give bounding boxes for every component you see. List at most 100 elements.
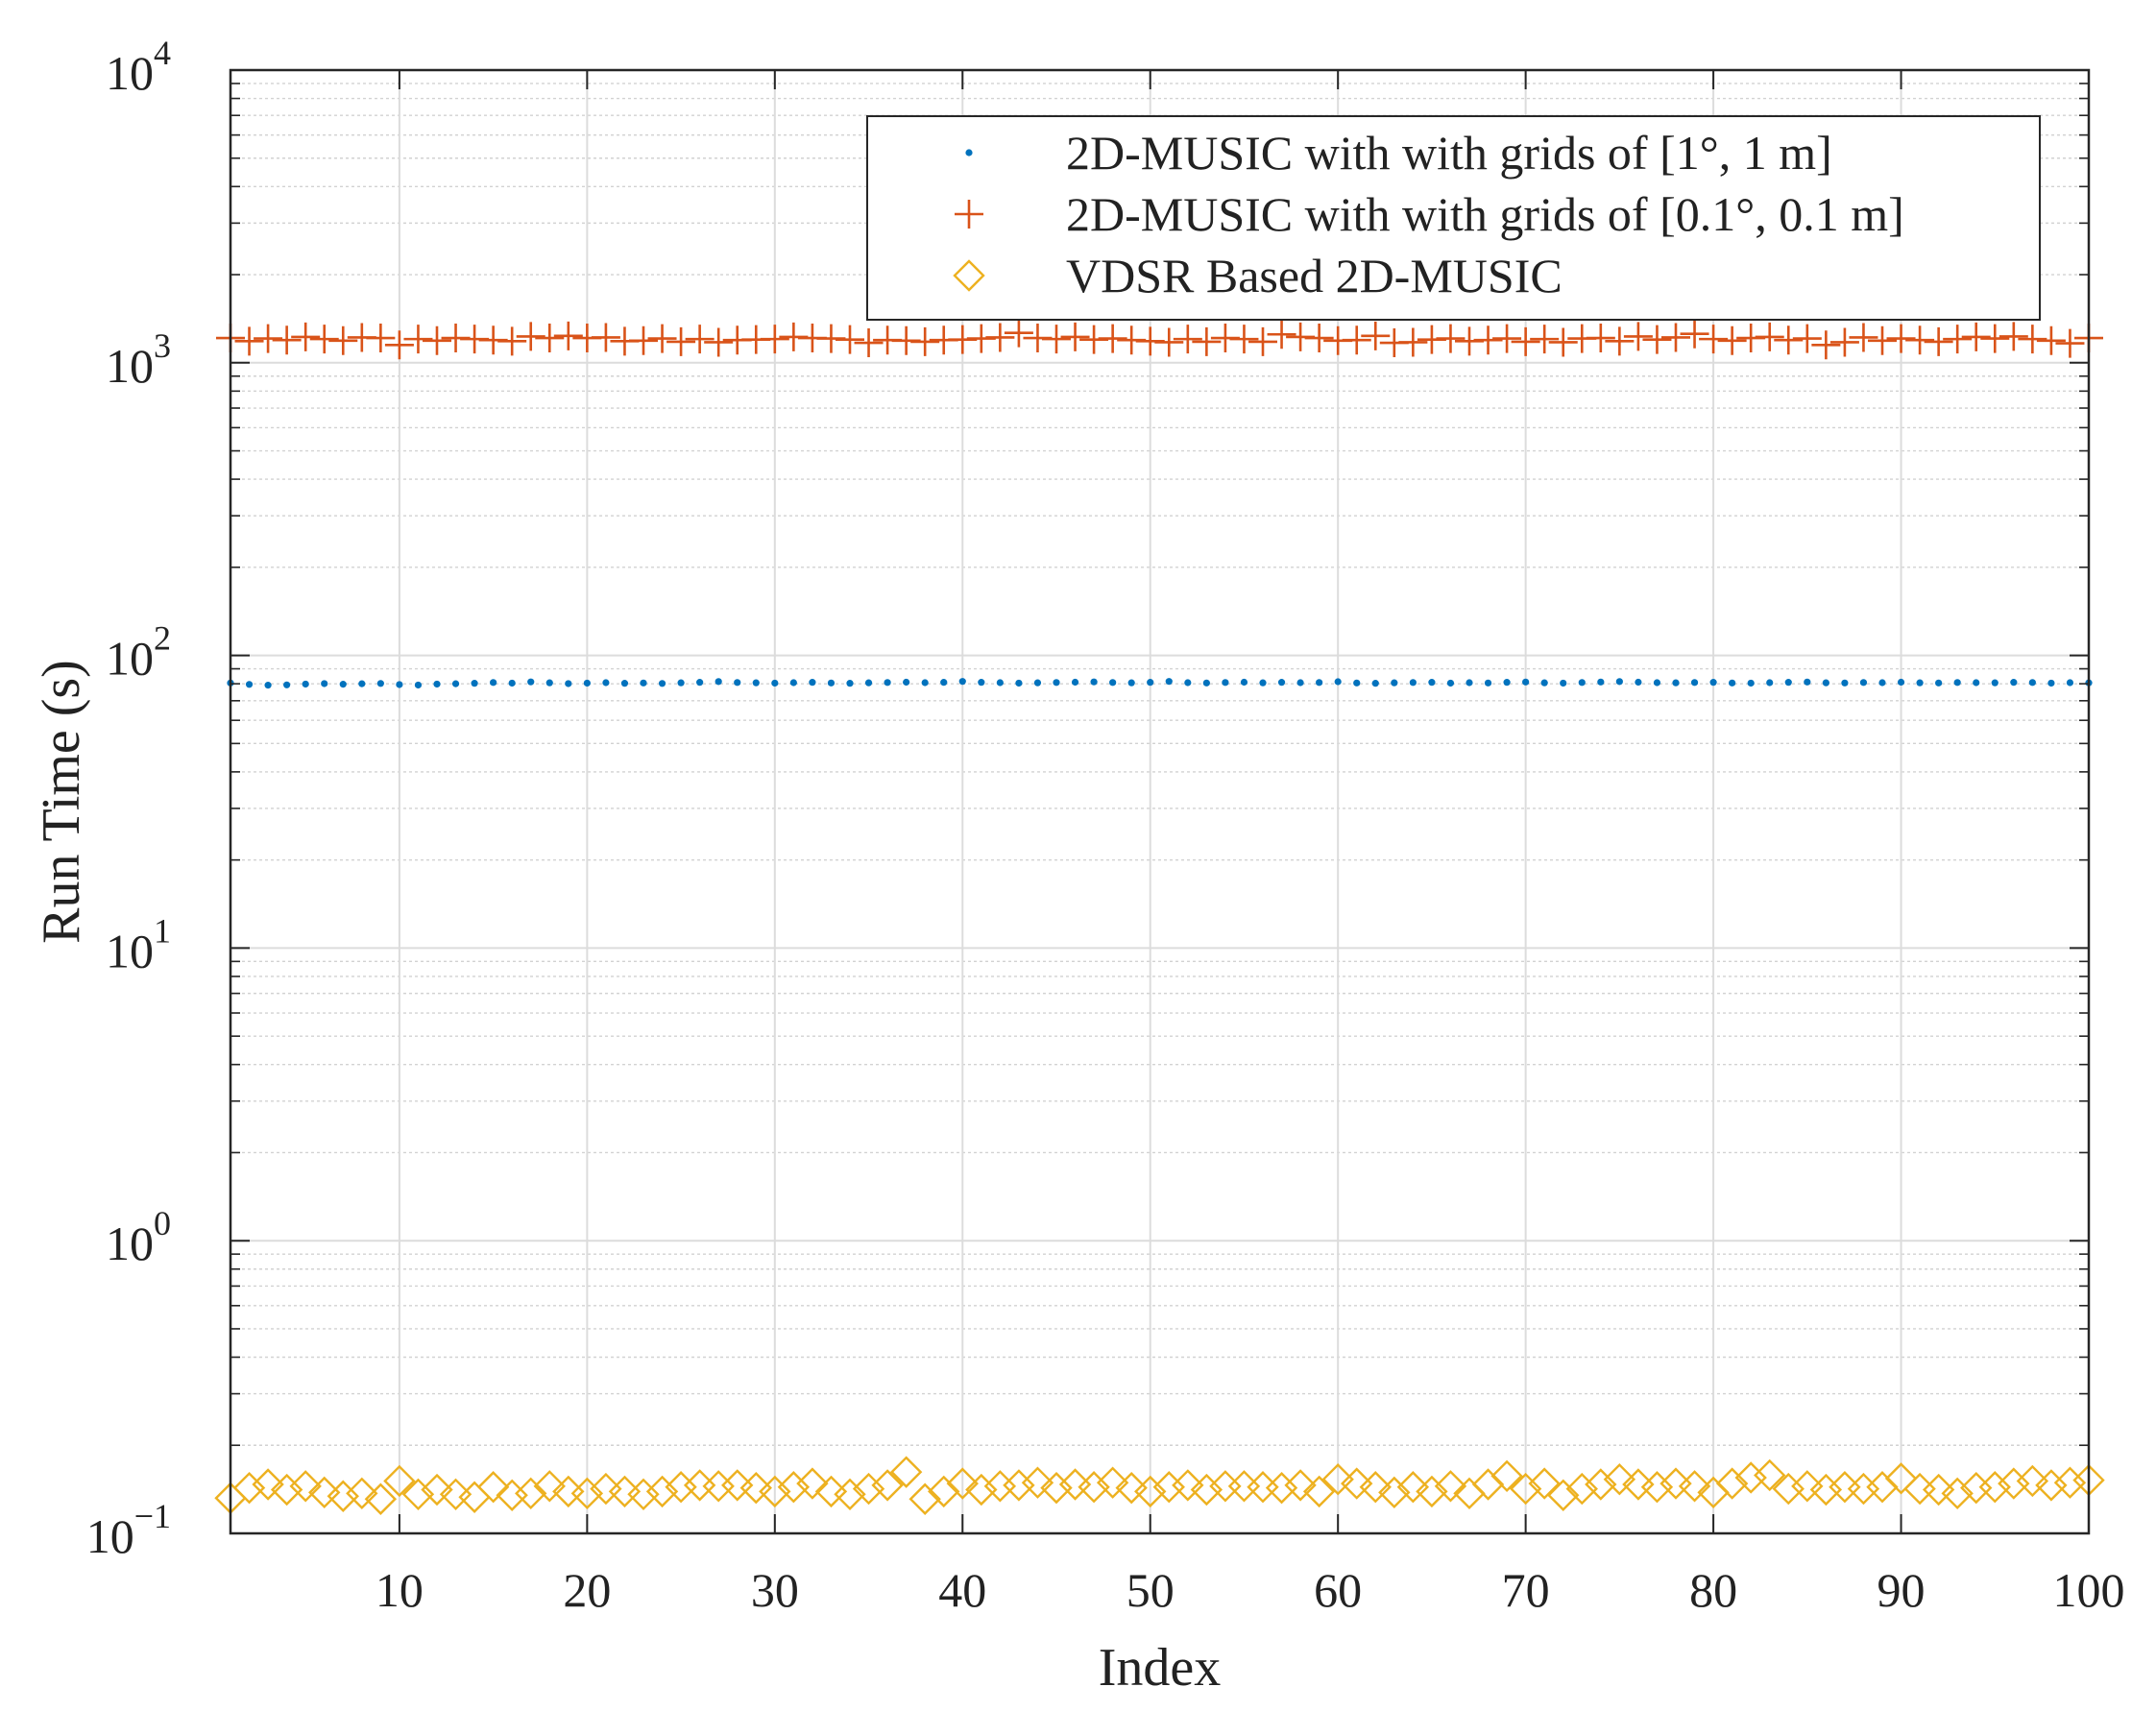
data-point — [1341, 1467, 1373, 1500]
data-point — [647, 324, 677, 353]
data-point — [403, 325, 433, 354]
data-point — [1548, 327, 1578, 357]
y-tick-base: 10 — [106, 339, 154, 393]
data-point — [1922, 1473, 1955, 1506]
data-point — [666, 326, 696, 356]
data-point — [1304, 324, 1334, 353]
data-point — [591, 323, 620, 352]
data-point — [884, 679, 891, 687]
x-tick-label: 20 — [563, 1563, 611, 1617]
data-point — [1033, 679, 1042, 687]
data-point — [1804, 678, 1811, 686]
series-3 — [214, 1456, 2105, 1515]
y-tick-label: 104 — [106, 34, 171, 100]
data-point — [1267, 320, 1296, 349]
data-point — [965, 1473, 998, 1506]
data-point — [1953, 679, 1961, 687]
data-point — [2047, 679, 2055, 687]
data-point — [1222, 679, 1229, 687]
data-point — [1699, 325, 1729, 354]
data-point — [1622, 1468, 1655, 1501]
data-point — [1597, 678, 1605, 686]
data-point — [1792, 324, 1822, 353]
data-point — [1490, 1459, 1523, 1492]
data-point — [1359, 1471, 1392, 1504]
data-point — [1999, 322, 2028, 351]
data-point — [570, 1477, 604, 1510]
data-point — [366, 324, 396, 353]
x-tick-label: 40 — [938, 1563, 986, 1617]
legend-marker — [955, 200, 983, 229]
data-point — [1078, 1471, 1110, 1504]
data-point — [908, 1482, 941, 1515]
y-tick-label: 102 — [106, 619, 171, 686]
data-point — [439, 1478, 472, 1510]
y-tick-exponent: −1 — [134, 1497, 171, 1535]
data-point — [620, 680, 629, 687]
data-point — [1886, 324, 1916, 353]
y-tick-exponent: 2 — [154, 619, 171, 658]
data-point — [852, 1472, 885, 1506]
data-point — [739, 1471, 772, 1505]
data-point — [1398, 327, 1428, 357]
data-point — [232, 1471, 266, 1505]
data-point — [1090, 678, 1098, 686]
data-point — [1822, 679, 1829, 687]
data-point — [1109, 679, 1117, 687]
data-point — [376, 680, 384, 687]
data-point — [629, 325, 658, 355]
data-point — [734, 679, 741, 687]
y-tick-exponent: 1 — [154, 911, 171, 950]
data-point — [1811, 330, 1841, 360]
data-point — [1829, 327, 1859, 357]
data-point — [1961, 322, 1991, 351]
data-point — [940, 679, 948, 687]
data-point — [1265, 1471, 1298, 1505]
data-point — [1436, 324, 1466, 353]
y-tick-label: 103 — [106, 326, 171, 393]
data-point — [1173, 325, 1202, 354]
data-point — [1943, 325, 1973, 354]
data-point — [796, 1467, 829, 1500]
data-point — [1565, 1472, 1598, 1506]
data-point — [1980, 324, 2010, 353]
data-point — [590, 1472, 622, 1506]
data-point — [1924, 326, 1953, 356]
data-point — [1905, 325, 1935, 355]
data-point — [2016, 1464, 2049, 1498]
data-point — [451, 680, 460, 687]
y-tick-exponent: 3 — [154, 326, 171, 365]
data-point — [496, 1479, 528, 1511]
y-tick-exponent: 0 — [154, 1204, 171, 1242]
data-point — [508, 679, 516, 687]
axis-labels: Index Run Time (s) — [32, 660, 1221, 1698]
data-point — [339, 681, 347, 688]
data-point — [254, 324, 283, 353]
y-tick-label: 10−1 — [86, 1497, 171, 1563]
data-point — [401, 1478, 435, 1510]
data-point — [685, 325, 715, 354]
data-point — [1734, 1461, 1767, 1494]
data-point — [346, 1477, 378, 1510]
data-point — [358, 680, 366, 687]
data-point — [1774, 325, 1804, 355]
data-point — [2066, 679, 2074, 687]
data-point — [677, 679, 685, 687]
data-point — [1709, 679, 1717, 687]
data-point — [760, 325, 789, 354]
data-point — [715, 678, 722, 686]
data-point — [1528, 1467, 1561, 1500]
data-point — [608, 1475, 642, 1508]
y-tick-label: 101 — [106, 911, 171, 977]
data-point — [2053, 1466, 2087, 1499]
data-point — [2035, 1469, 2068, 1502]
data-point — [1342, 325, 1371, 355]
data-point — [1578, 679, 1586, 687]
data-point — [1642, 325, 1672, 354]
x-tick-label: 50 — [1126, 1563, 1175, 1617]
data-point — [1015, 679, 1023, 687]
data-point — [809, 679, 816, 687]
data-point — [553, 321, 583, 350]
data-point — [383, 1464, 416, 1498]
data-point — [721, 1469, 754, 1502]
